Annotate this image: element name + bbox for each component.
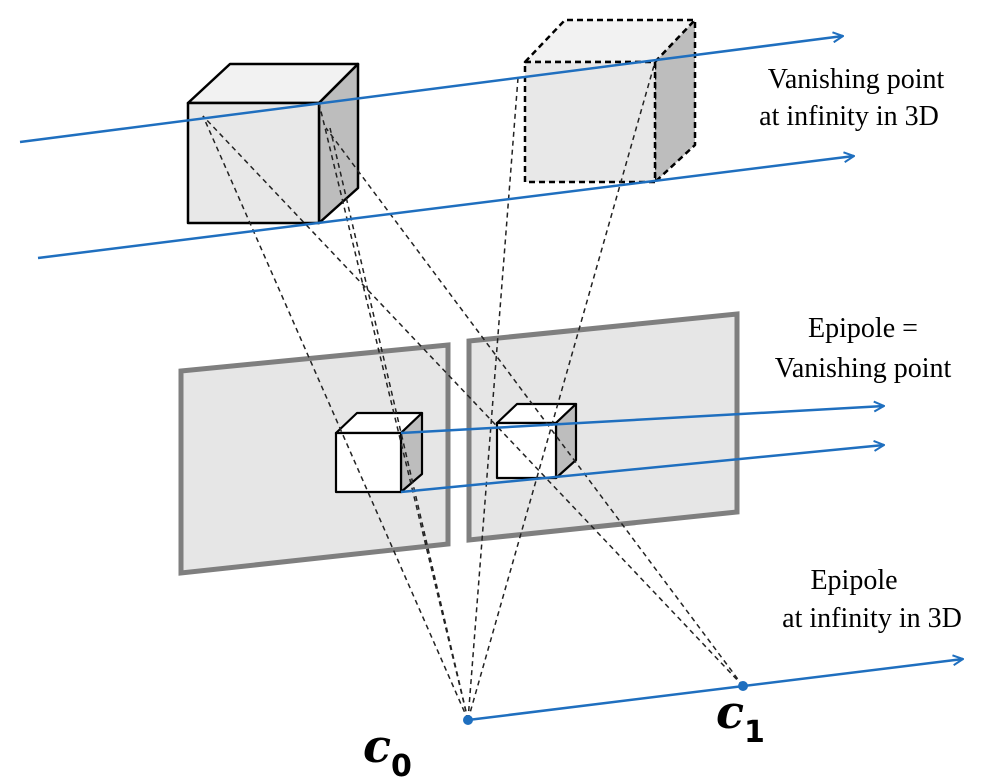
label-epipole-eq-line2: Vanishing point <box>775 353 952 384</box>
label-vanishing-3d-line2: at infinity in 3D <box>759 101 939 132</box>
c1-subscript: 1 <box>744 715 765 750</box>
cube-dashed-top-face <box>523 18 697 64</box>
projected-cube-left-front <box>334 431 403 494</box>
cube-3d-front-face <box>186 101 321 225</box>
proj-c0-cube-c <box>329 127 469 721</box>
text-labels: Vanishing point at infinity in 3D Epipol… <box>363 64 962 782</box>
proj-c1-cube-b <box>325 127 744 687</box>
parallel-rays <box>19 36 963 722</box>
proj-c0-cube-b <box>318 102 469 721</box>
c0-subscript: 0 <box>391 749 412 782</box>
camera-centers <box>463 681 748 725</box>
camera-c1-point <box>738 681 748 691</box>
right-image-plane <box>466 311 740 543</box>
ray-top-3d <box>19 36 843 144</box>
left-image-plane <box>178 342 451 576</box>
camera-c0-point <box>463 715 473 725</box>
label-epipole-inf-line1: Epipole <box>810 565 897 596</box>
ray-image-top <box>400 406 884 435</box>
ray-bottom-3d <box>37 156 854 260</box>
label-camera-c0: c0 <box>363 719 412 782</box>
ray-image-bottom <box>400 445 884 494</box>
proj-c0-cube-a <box>202 115 469 721</box>
projected-cube-left <box>334 411 424 494</box>
label-vanishing-3d-line1: Vanishing point <box>768 64 945 95</box>
cube-dashed-side-face <box>653 18 697 184</box>
label-epipole-inf-line2: at infinity in 3D <box>782 603 962 634</box>
proj-c1-cube-a <box>202 115 744 687</box>
c0-letter: c <box>363 719 391 773</box>
baseline-ray <box>467 659 963 722</box>
cube-3d-solid <box>186 62 360 225</box>
proj-c0-cube-e <box>467 61 656 721</box>
label-camera-c1: c1 <box>716 685 765 750</box>
label-epipole-eq-line1: Epipole = <box>808 313 918 344</box>
cube-dashed-front-face <box>523 60 657 184</box>
projected-cube-right <box>495 402 578 480</box>
cube-3d-dashed <box>523 18 697 184</box>
c1-letter: c <box>716 685 744 739</box>
image-planes <box>178 311 740 576</box>
projected-cube-right-front <box>495 421 558 480</box>
projection-lines <box>202 61 744 721</box>
